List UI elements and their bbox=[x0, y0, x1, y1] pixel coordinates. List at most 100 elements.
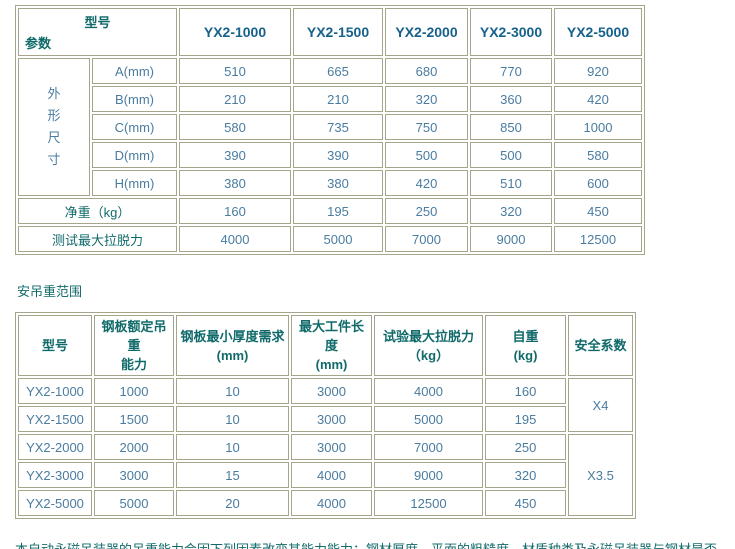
spec-row-B: B(mm) 210 210 320 360 420 bbox=[18, 86, 642, 112]
row-label: A(mm) bbox=[92, 58, 177, 84]
capacity-value: 4000 bbox=[374, 378, 483, 404]
spec-value: 510 bbox=[470, 170, 552, 196]
spec-value: 320 bbox=[470, 198, 552, 224]
spec-value: 420 bbox=[554, 86, 642, 112]
dimension-group-cell: 外形尺寸 bbox=[18, 58, 90, 196]
spec-value: 7000 bbox=[385, 226, 468, 252]
capacity-note: 本自动永磁吊装器的吊重能力会因下列因素改变其能力能力：钢材厚度、平面的粗糙度、材… bbox=[15, 539, 720, 549]
capacity-value: 20 bbox=[176, 490, 289, 516]
capacity-value: 450 bbox=[485, 490, 566, 516]
capacity-value: 3000 bbox=[291, 406, 372, 432]
column-header-safety-factor: 安全系数 bbox=[568, 315, 633, 376]
spec-value: 4000 bbox=[179, 226, 291, 252]
spec-value: 250 bbox=[385, 198, 468, 224]
spec-row-D: D(mm) 390 390 500 500 580 bbox=[18, 142, 642, 168]
capacity-header-row: 型号 钢板额定吊重 能力 钢板最小厚度需求 (mm) 最大工件长度 (mm) 试… bbox=[18, 315, 633, 376]
column-header-model: 型号 bbox=[18, 315, 92, 376]
spec-table: 型号 参数 YX2-1000 YX2-1500 YX2-2000 YX2-300… bbox=[15, 5, 645, 255]
spec-row-H: H(mm) 380 380 420 510 600 bbox=[18, 170, 642, 196]
spec-value: 380 bbox=[179, 170, 291, 196]
capacity-row: YX2-1500 1500 10 3000 5000 195 bbox=[18, 406, 633, 432]
capacity-value: 12500 bbox=[374, 490, 483, 516]
spec-value: 450 bbox=[554, 198, 642, 224]
spec-value: 850 bbox=[470, 114, 552, 140]
spec-header-row: 型号 参数 YX2-1000 YX2-1500 YX2-2000 YX2-300… bbox=[18, 8, 642, 56]
row-label: C(mm) bbox=[92, 114, 177, 140]
safety-factor-x3-5: X3.5 bbox=[568, 434, 633, 516]
capacity-value: 15 bbox=[176, 462, 289, 488]
spec-value: 380 bbox=[293, 170, 383, 196]
spec-value: 195 bbox=[293, 198, 383, 224]
safety-factor-x4: X4 bbox=[568, 378, 633, 432]
model-name: YX2-3000 bbox=[18, 462, 92, 488]
spec-value: 390 bbox=[179, 142, 291, 168]
spec-value: 750 bbox=[385, 114, 468, 140]
capacity-value: 4000 bbox=[291, 462, 372, 488]
column-header-rated-capacity: 钢板额定吊重 能力 bbox=[94, 315, 174, 376]
spec-value: 320 bbox=[385, 86, 468, 112]
model-name: YX2-2000 bbox=[18, 434, 92, 460]
model-name: YX2-1000 bbox=[18, 378, 92, 404]
model-name: YX2-1500 bbox=[18, 406, 92, 432]
column-header-min-thickness: 钢板最小厚度需求 (mm) bbox=[176, 315, 289, 376]
spec-value: 735 bbox=[293, 114, 383, 140]
spec-row-C: C(mm) 580 735 750 850 1000 bbox=[18, 114, 642, 140]
spec-row-A: 外形尺寸 A(mm) 510 665 680 770 920 bbox=[18, 58, 642, 196]
row-label: H(mm) bbox=[92, 170, 177, 196]
spec-value: 580 bbox=[179, 114, 291, 140]
model-header: YX2-1500 bbox=[293, 8, 383, 56]
capacity-value: 3000 bbox=[94, 462, 174, 488]
spec-value: 210 bbox=[293, 86, 383, 112]
spec-value: 9000 bbox=[470, 226, 552, 252]
spec-value: 5000 bbox=[293, 226, 383, 252]
corner-label-parameter: 参数 bbox=[25, 36, 52, 51]
capacity-table: 型号 钢板额定吊重 能力 钢板最小厚度需求 (mm) 最大工件长度 (mm) 试… bbox=[15, 312, 636, 519]
capacity-value: 7000 bbox=[374, 434, 483, 460]
corner-label-model: 型号 bbox=[84, 15, 111, 30]
capacity-value: 5000 bbox=[374, 406, 483, 432]
capacity-value: 1500 bbox=[94, 406, 174, 432]
capacity-value: 10 bbox=[176, 434, 289, 460]
capacity-value: 10 bbox=[176, 406, 289, 432]
capacity-row: YX2-3000 3000 15 4000 9000 320 bbox=[18, 462, 633, 488]
spec-value: 580 bbox=[554, 142, 642, 168]
capacity-value: 3000 bbox=[291, 434, 372, 460]
spec-value: 12500 bbox=[554, 226, 642, 252]
spec-value: 680 bbox=[385, 58, 468, 84]
spec-value: 1000 bbox=[554, 114, 642, 140]
spec-value: 210 bbox=[179, 86, 291, 112]
capacity-value: 3000 bbox=[291, 378, 372, 404]
capacity-value: 195 bbox=[485, 406, 566, 432]
spec-value: 500 bbox=[470, 142, 552, 168]
capacity-row: YX2-1000 1000 10 3000 4000 160 X4 bbox=[18, 378, 633, 432]
spec-value: 160 bbox=[179, 198, 291, 224]
model-name: YX2-5000 bbox=[18, 490, 92, 516]
capacity-value: 2000 bbox=[94, 434, 174, 460]
spec-value: 420 bbox=[385, 170, 468, 196]
capacity-value: 5000 bbox=[94, 490, 174, 516]
spec-value: 920 bbox=[554, 58, 642, 84]
corner-cell: 型号 参数 bbox=[18, 8, 177, 56]
spec-value: 665 bbox=[293, 58, 383, 84]
capacity-value: 9000 bbox=[374, 462, 483, 488]
model-header: YX2-5000 bbox=[554, 8, 642, 56]
capacity-value: 320 bbox=[485, 462, 566, 488]
spec-value: 390 bbox=[293, 142, 383, 168]
capacity-row: YX2-5000 5000 20 4000 12500 450 bbox=[18, 490, 633, 516]
spec-row-net-weight: 净重（kg） 160 195 250 320 450 bbox=[18, 198, 642, 224]
capacity-row: YX2-2000 2000 10 3000 7000 250 X3.5 bbox=[18, 434, 633, 516]
section-title-lifting-range: 安吊重范围 bbox=[17, 284, 83, 299]
capacity-value: 10 bbox=[176, 378, 289, 404]
capacity-value: 1000 bbox=[94, 378, 174, 404]
spec-row-max-pull: 测试最大拉脱力 4000 5000 7000 9000 12500 bbox=[18, 226, 642, 252]
dimension-group-label: 外形尺寸 bbox=[47, 86, 61, 167]
column-header-test-pull: 试验最大拉脱力 （kg） bbox=[374, 315, 483, 376]
spec-value: 770 bbox=[470, 58, 552, 84]
capacity-value: 4000 bbox=[291, 490, 372, 516]
max-pull-label: 测试最大拉脱力 bbox=[18, 226, 177, 252]
spec-value: 510 bbox=[179, 58, 291, 84]
spec-value: 360 bbox=[470, 86, 552, 112]
spec-value: 500 bbox=[385, 142, 468, 168]
